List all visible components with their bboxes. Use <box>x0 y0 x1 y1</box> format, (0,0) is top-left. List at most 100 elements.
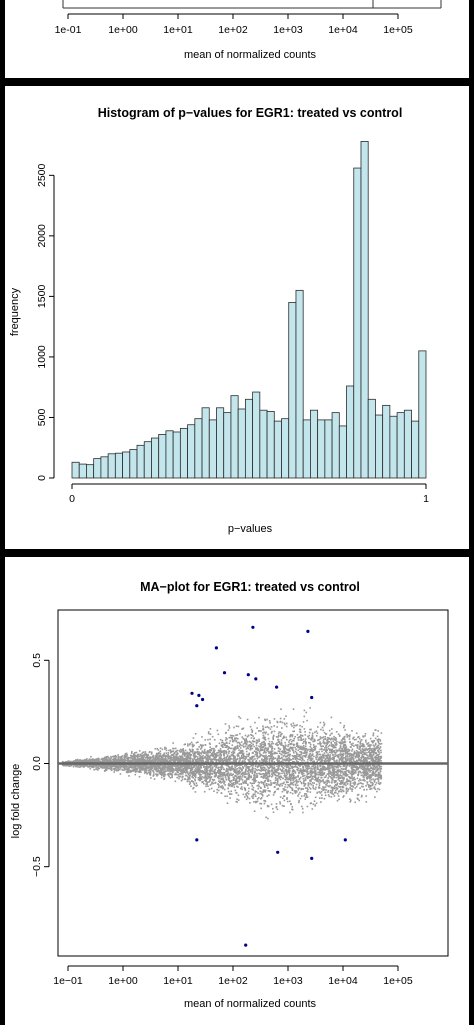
significant-point <box>254 677 258 681</box>
histogram-bar <box>201 407 210 479</box>
histogram-bar <box>281 418 290 479</box>
significant-point <box>246 673 250 677</box>
histogram-ylabel: frequency <box>9 287 21 336</box>
significant-point <box>244 943 248 947</box>
x-tick-label: 1e+01 <box>163 975 193 987</box>
y-tick-label: 1500 <box>36 285 48 309</box>
histogram-bar <box>353 167 362 479</box>
significant-point <box>222 671 227 675</box>
histogram-bar <box>223 412 232 479</box>
x-tick-label: 1e+04 <box>328 975 358 987</box>
histogram-bar <box>317 419 326 479</box>
histogram-bar <box>418 350 427 479</box>
histogram-bar <box>324 419 333 479</box>
histogram-bar <box>288 302 297 479</box>
significant-point <box>214 646 218 650</box>
histogram-bar <box>165 430 174 479</box>
histogram-bar <box>216 407 225 479</box>
x-tick-label: 0 <box>69 493 75 505</box>
x-tick-label: 1e+03 <box>273 24 303 36</box>
histogram-bar <box>143 441 152 479</box>
ma-ylabel: log fold change <box>10 764 22 839</box>
x-tick-label: 1e+03 <box>273 975 303 987</box>
histogram-bar <box>411 420 420 479</box>
x-tick-label: 1e+00 <box>108 975 138 987</box>
significant-point <box>197 693 201 697</box>
x-tick-label: 1e-01 <box>55 24 82 36</box>
histogram-bar <box>78 463 87 479</box>
x-tick-label: 1 <box>423 493 429 505</box>
y-tick-label: 1000 <box>36 345 48 369</box>
pvalue-histogram: Histogram of p−values for EGR1: treated … <box>9 106 429 535</box>
histogram-bar <box>273 420 282 479</box>
histogram-bar <box>252 391 261 479</box>
histogram-bar <box>208 419 217 479</box>
histogram-bar <box>93 458 102 479</box>
x-tick-label: 1e+05 <box>383 24 413 36</box>
histogram-bar <box>151 437 160 479</box>
histogram-bar <box>382 404 391 479</box>
histogram-bar <box>187 424 196 479</box>
y-tick-label: −0.5 <box>31 856 43 877</box>
histogram-bar <box>295 289 304 479</box>
y-tick-label: 2000 <box>36 224 48 248</box>
histogram-bar <box>346 385 355 479</box>
histogram-bar <box>237 408 246 479</box>
histogram-bar <box>230 395 239 479</box>
significant-point <box>310 695 314 700</box>
x-tick-label: 1e+05 <box>383 975 413 987</box>
y-tick-label: 500 <box>36 409 48 427</box>
y-tick-label: 0.0 <box>31 756 43 771</box>
significant-point <box>201 697 205 702</box>
ma-title: MA−plot for EGR1: treated vs control <box>140 580 360 594</box>
significant-point <box>275 685 279 689</box>
x-tick-label: 1e−01 <box>53 975 83 987</box>
x-tick-label: 1e+00 <box>108 24 138 36</box>
histogram-bar <box>71 461 80 479</box>
histogram-panel: Histogram of p−values for EGR1: treated … <box>5 86 469 549</box>
x-axis-title: mean of normalized counts <box>184 49 317 61</box>
histogram-bar <box>172 431 181 479</box>
histogram-bar <box>194 418 203 479</box>
histogram-bar <box>331 412 340 479</box>
x-tick-label: 1e+02 <box>218 24 248 36</box>
histogram-bar <box>179 427 188 479</box>
significant-point <box>276 850 280 854</box>
significant-point <box>310 856 314 860</box>
significant-point <box>343 838 347 842</box>
histogram-bar <box>403 409 412 479</box>
significant-point <box>306 629 310 633</box>
histogram-bar <box>122 451 131 479</box>
histogram-bar <box>136 444 145 479</box>
histogram-bar <box>107 453 116 479</box>
histogram-bar <box>266 411 275 479</box>
histogram-bar <box>244 398 254 479</box>
histogram-bar <box>389 415 398 479</box>
histogram-bar <box>360 141 369 479</box>
ma-xlabel: mean of normalized counts <box>184 998 317 1010</box>
plot-frame <box>57 609 449 957</box>
histogram-title: Histogram of p−values for EGR1: treated … <box>98 106 403 120</box>
significant-point <box>251 625 255 629</box>
histogram-bar <box>310 409 319 479</box>
y-tick-label: 2500 <box>36 163 48 187</box>
x-tick-label: 1e+01 <box>163 24 193 36</box>
x-tick-label: 1e+04 <box>328 24 358 36</box>
histogram-bar <box>302 419 311 479</box>
ma-plot: MA−plot for EGR1: treated vs control mea… <box>10 580 449 1010</box>
x-tick-label: 1e+02 <box>218 975 248 987</box>
y-tick-label: 0 <box>36 475 48 481</box>
histogram-bar <box>100 456 109 479</box>
histogram-xlabel: p−values <box>228 523 273 535</box>
histogram-bar <box>114 452 123 479</box>
significant-point <box>195 704 199 708</box>
histogram-bar <box>396 412 405 479</box>
previous-plot-panel: 1e-01 1e+00 1e+01 1e+02 1e+03 1e+04 1e+05 mean … <box>5 0 469 78</box>
significant-point <box>195 838 199 842</box>
histogram-bar <box>375 414 384 479</box>
histogram-bar <box>367 398 376 479</box>
y-tick-label: 0.5 <box>31 653 43 668</box>
significant-point <box>190 691 194 695</box>
histogram-bar <box>158 434 167 479</box>
ma-plot-panel: MA−plot for EGR1: treated vs control mea… <box>5 557 469 1025</box>
